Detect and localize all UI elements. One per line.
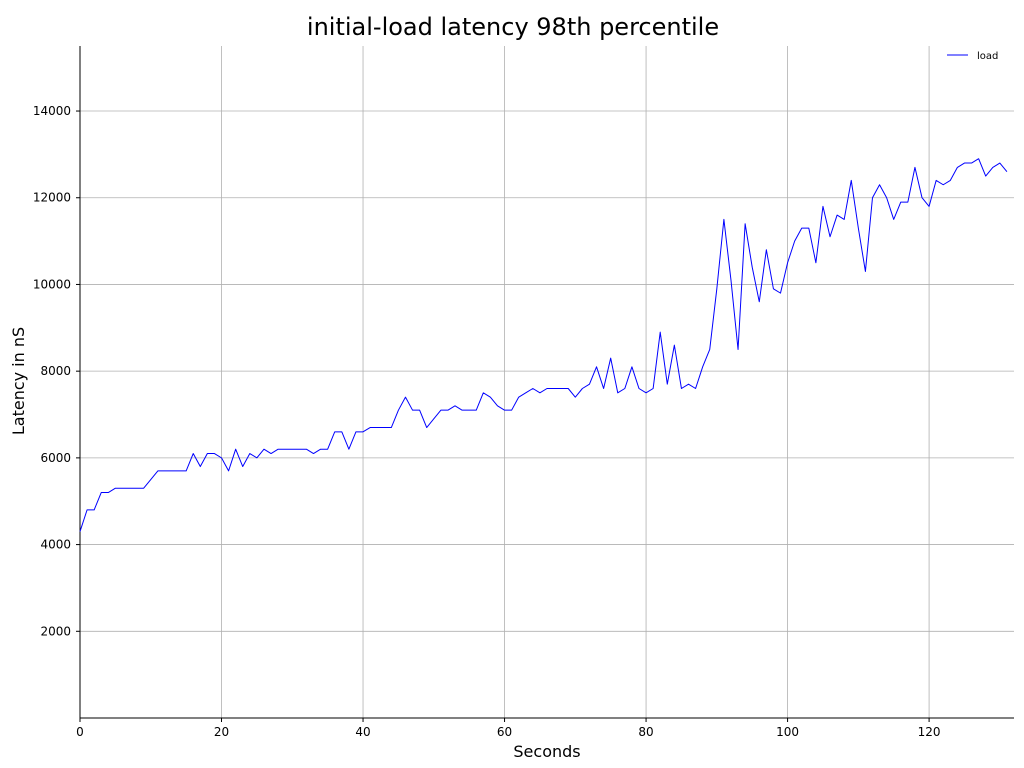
x-tick-label: 0 xyxy=(76,725,84,739)
legend: load xyxy=(947,51,998,62)
y-tick-label: 8000 xyxy=(40,364,71,378)
grid-lines xyxy=(80,46,1014,718)
chart-title: initial-load latency 98th percentile xyxy=(307,13,719,41)
series-line-load xyxy=(79,158,1008,532)
y-tick-label: 12000 xyxy=(33,191,71,205)
y-tick-label: 10000 xyxy=(33,277,71,291)
y-axis-label: Latency in nS xyxy=(9,327,28,435)
x-tick-label: 60 xyxy=(497,725,512,739)
x-axis-label: Seconds xyxy=(513,742,580,761)
legend-label-load: load xyxy=(977,51,998,62)
x-tick-label: 40 xyxy=(355,725,370,739)
x-tick-label: 20 xyxy=(214,725,229,739)
y-tick-label: 2000 xyxy=(40,624,71,638)
x-tick-label: 120 xyxy=(918,725,941,739)
y-tick-label: 4000 xyxy=(40,538,71,552)
y-tick-label: 14000 xyxy=(33,104,71,118)
x-tick-label: 80 xyxy=(638,725,653,739)
axis-ticks: 0 20 40 60 80 100 120 2000 4000 6000 8000 10000 1200… xyxy=(33,104,941,739)
y-tick-label: 6000 xyxy=(40,451,71,465)
series-lines xyxy=(79,158,1008,532)
x-tick-label: 100 xyxy=(776,725,799,739)
